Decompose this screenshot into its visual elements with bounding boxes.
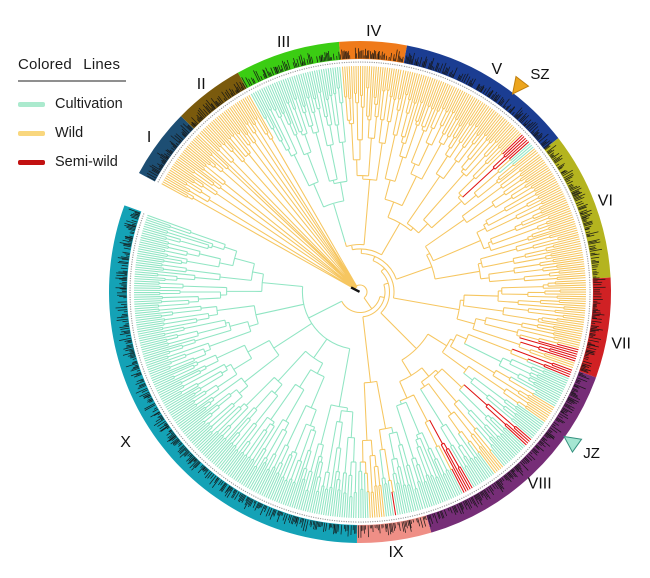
wild-color-swatch — [18, 130, 45, 136]
semi-wild-color-swatch — [18, 159, 45, 165]
tree-branches-wild — [161, 65, 586, 518]
legend-item-semi-wild: Semi-wild — [18, 154, 168, 170]
legend-item-cultivation: Cultivation — [18, 96, 168, 112]
clade-label-IX: IX — [388, 544, 403, 561]
clade-label-VII: VII — [611, 335, 631, 352]
legend-title: Colored Lines — [18, 56, 121, 73]
clade-label-II: II — [197, 76, 206, 93]
clade-label-V: V — [492, 61, 503, 78]
marker-label-SZ: SZ — [530, 66, 549, 83]
clade-label-X: X — [120, 434, 131, 451]
ring-segment-IV — [339, 41, 408, 64]
ring-tick-marks — [115, 47, 606, 538]
marker-label-JZ: JZ — [583, 445, 600, 462]
jz-marker-icon — [563, 435, 583, 454]
legend-item-wild: Wild — [18, 125, 168, 141]
ring-segment-II — [180, 72, 247, 129]
ring-segment-III — [237, 41, 341, 89]
tree-root-mark — [350, 286, 361, 293]
ring-segment-V — [403, 45, 559, 150]
sz-marker-icon — [511, 75, 530, 95]
legend-item-label-cultivation: Cultivation — [55, 96, 123, 112]
leaf-tip-dots — [129, 61, 591, 523]
cultivation-color-swatch — [18, 101, 45, 107]
clade-label-IV: IV — [366, 23, 381, 40]
tree-branches-cultivation — [133, 66, 569, 519]
legend: Colored Lines Cultivation Wild Semi-wild — [18, 56, 168, 183]
tree-branches-semi-wild — [391, 134, 579, 516]
clade-label-VI: VI — [598, 193, 613, 210]
clade-label-I: I — [147, 129, 151, 146]
clade-label-III: III — [277, 34, 290, 51]
legend-item-label-wild: Wild — [55, 125, 84, 141]
clade-label-VIII: VIII — [528, 475, 552, 492]
legend-divider — [18, 80, 126, 82]
legend-item-label-semi-wild: Semi-wild — [55, 154, 118, 170]
